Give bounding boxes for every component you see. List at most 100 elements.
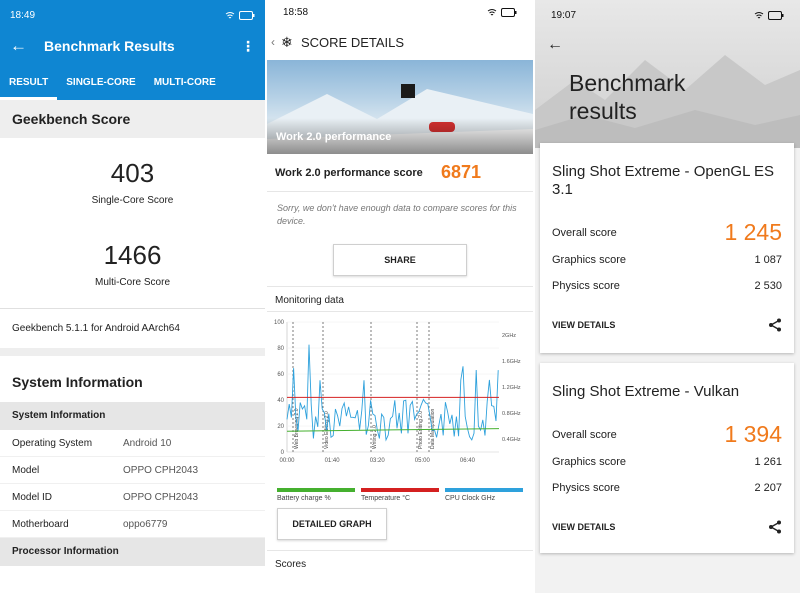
tab-single-core[interactable]: SINGLE-CORE [66,77,136,88]
sub-score-value: 2 530 [754,280,782,292]
share-icon[interactable] [768,318,782,332]
status-icons [754,10,784,20]
sub-score-label: Physics score [552,280,620,292]
status-time: 18:49 [10,9,36,21]
no-data-note: Sorry, we don't have enough data to comp… [277,203,517,227]
panel-divider [533,0,535,593]
single-core-score-block: 403 Single-Core Score [0,158,265,206]
wifi-icon [754,11,764,18]
chart-y2-tick-label: 0.8GHz [502,411,521,417]
chart-x-tick-label: 00:00 [279,458,295,464]
legend-cpu-clock: CPU Clock GHz [445,488,523,502]
sub-score-value: 2 207 [754,482,782,494]
status-bar: 18:49 [0,0,265,30]
card-footer: VIEW DETAILS [540,520,794,534]
chart-y-tick-label: 60 [277,372,284,378]
view-details-link[interactable]: VIEW DETAILS [552,320,616,330]
card-title: Sling Shot Extreme - OpenGL ES 3.1 [552,163,775,198]
card-footer: VIEW DETAILS [540,318,794,332]
info-key: Operating System [12,437,93,449]
status-bar: 19:07 [535,0,800,30]
overall-score-row: Overall score 1 394 [540,421,794,448]
chart-y-tick-label: 0 [281,450,285,456]
multi-core-score-block: 1466 Multi-Core Score [0,240,265,288]
info-row: Motherboard oppo6779 [0,511,265,538]
chart-y-tick-label: 80 [277,346,284,352]
chart-y2-tick-label: 1.6GHz [502,359,521,365]
overall-label: Overall score [552,428,617,441]
view-details-link[interactable]: VIEW DETAILS [552,522,616,532]
chart-y2-tick-label: 1.2GHz [502,385,521,391]
chart-x-tick-label: 06:40 [460,458,476,464]
chart-workload-label: Web Browsing 2.0 [294,408,300,449]
hero-caption-overlay [267,118,533,154]
tab-multi-core[interactable]: MULTI-CORE [153,77,216,88]
status-bar: 18:58 [267,0,533,24]
panel-divider [265,0,267,593]
chart-workload-label: Data Manipulation [430,409,436,450]
page-title: Benchmark Results [44,38,175,54]
hero-background: 19:07 ← Benchmark results [535,0,800,148]
chart-x-tick-label: 03:20 [370,458,386,464]
info-value: Android 10 [123,437,172,449]
back-chevron-icon[interactable]: ‹ [271,35,275,49]
multi-core-label: Multi-Core Score [94,277,171,288]
chart-series-cpu-clock [286,344,499,442]
more-options-icon[interactable]: ⋮ [241,37,255,54]
3dmark-panel: 19:07 ← Benchmark results Sling Shot Ext… [535,0,800,593]
wifi-icon [487,8,497,15]
system-information-title: System Information [12,374,143,390]
single-core-score: 403 [110,158,155,188]
status-time: 19:07 [551,9,577,21]
info-key: Model [12,464,40,476]
overall-value: 1 245 [724,219,782,245]
battery-icon [768,10,784,20]
back-arrow-icon[interactable]: ← [10,36,27,55]
sub-score-label: Physics score [552,482,620,494]
detailed-graph-button[interactable]: DETAILED GRAPH [277,508,387,541]
scores-title: Scores [267,550,533,578]
page-title: SCORE DETAILS [301,34,405,50]
score-label: Work 2.0 performance score [275,166,423,179]
chart-y2-tick-label: 2GHz [502,333,516,339]
info-key: Model ID [12,491,53,503]
result-card-vulkan: Sling Shot Extreme - Vulkan Overall scor… [540,363,794,553]
chart-legend: Battery charge % Temperature °C CPU Cloc… [277,488,523,502]
geekbench-panel: 18:49 ← Benchmark Results ⋮ RESULT SINGL… [0,0,265,593]
share-icon[interactable] [768,520,782,534]
multi-core-score: 1466 [103,240,162,270]
back-arrow-icon[interactable]: ← [547,36,563,53]
section-header-geekbench-score: Geekbench Score [0,100,265,138]
sub-score-value: 1 261 [754,456,782,468]
legend-swatch [361,488,439,493]
chart-x-tick-label: 01:40 [325,458,341,464]
pcmark-panel: 18:58 ‹ ❄ SCORE DETAILS Work 2.0 perform… [267,0,533,593]
sub-score-label: Graphics score [552,456,626,468]
tab-bar: RESULT SINGLE-CORE MULTI-CORE [0,62,265,100]
info-key: Motherboard [12,518,69,530]
system-information-header: System Information [0,402,265,430]
single-core-label: Single-Core Score [91,195,174,206]
tab-result[interactable]: RESULT [0,77,58,100]
overall-score-row: Overall score 1 245 [540,219,794,246]
version-info: Geekbench 5.1.1 for Android AArch64 [0,308,265,356]
rocky-texture-illustration [535,55,800,148]
chart-y-tick-label: 20 [277,424,284,430]
legend-label: Temperature °C [361,495,411,503]
app-bar: ‹ ❄ SCORE DETAILS [267,24,533,60]
legend-swatch [445,488,523,493]
info-value: OPPO CPH2043 [123,491,199,503]
share-button[interactable]: SHARE [333,244,467,277]
result-card-opengl: Sling Shot Extreme - OpenGL ES 3.1 Overa… [540,143,794,353]
legend-label: Battery charge % [277,495,331,503]
legend-label: CPU Clock GHz [445,495,496,503]
info-value: OPPO CPH2043 [123,464,199,476]
sub-score-label: Graphics score [552,254,626,266]
battery-icon [239,10,255,20]
monitoring-chart-svg: 100 80 60 40 20 0 2GHz 1.6GHz 1.2GHz 0.8GHz 0.4GHz… [274,320,521,464]
status-icons [225,10,255,20]
chart-x-tick-label: 05:00 [415,458,431,464]
score-value: 6871 [440,162,481,182]
overall-value: 1 394 [724,421,782,447]
chart-y-tick-label: 100 [274,320,285,326]
